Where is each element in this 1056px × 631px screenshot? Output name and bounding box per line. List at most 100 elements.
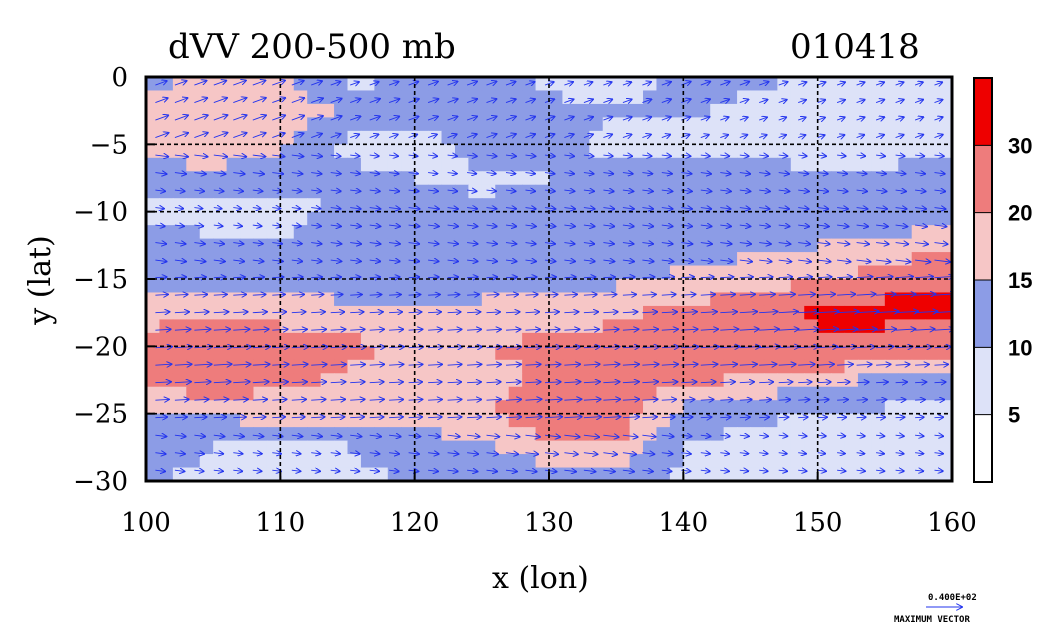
field-cell <box>790 198 805 213</box>
wind-vector <box>252 417 266 418</box>
wind-vector <box>525 453 539 455</box>
field-cell <box>186 305 201 320</box>
wind-vector <box>583 382 600 383</box>
field-cell <box>737 279 752 294</box>
field-cell <box>360 305 375 320</box>
field-cell <box>844 90 859 105</box>
field-cell <box>857 211 872 226</box>
wind-vector <box>525 117 536 121</box>
field-cell <box>831 265 846 280</box>
x-tick-label: 130 <box>524 508 574 538</box>
wind-vector <box>447 134 457 137</box>
wind-vector <box>427 82 438 86</box>
field-cell <box>763 238 778 253</box>
field-cell <box>790 144 805 159</box>
field-cell <box>669 319 684 334</box>
field-cell <box>280 225 295 240</box>
field-cell <box>414 332 429 347</box>
wind-vector <box>915 453 923 454</box>
wind-vector <box>603 134 612 137</box>
field-cell <box>468 440 483 455</box>
field-cell <box>602 427 617 442</box>
wind-vector <box>856 435 865 436</box>
field-cell <box>172 238 187 253</box>
wind-vector <box>155 364 171 365</box>
wind-vector <box>350 134 359 137</box>
wind-vector <box>447 347 463 348</box>
wind-vector <box>544 417 562 418</box>
wind-vector <box>817 82 826 85</box>
field-cell <box>871 157 886 172</box>
wind-vector <box>505 312 520 313</box>
wind-vector <box>817 277 832 278</box>
field-cell <box>481 373 496 388</box>
field-cell <box>374 386 389 401</box>
wind-vector <box>428 364 442 365</box>
field-cell <box>374 184 389 199</box>
wind-vector <box>486 294 499 295</box>
field-cell <box>898 184 913 199</box>
wind-vector <box>408 382 423 383</box>
wind-vector <box>642 347 658 348</box>
field-cell <box>643 386 658 401</box>
field-cell <box>186 279 201 294</box>
field-cell <box>696 238 711 253</box>
wind-vector <box>934 100 943 103</box>
field-cell <box>629 130 644 145</box>
wind-vector <box>447 329 462 330</box>
field-cell <box>898 359 913 374</box>
wind-vector <box>252 453 262 454</box>
field-cell <box>401 319 416 334</box>
field-cell <box>696 359 711 374</box>
wind-vector <box>817 155 826 156</box>
wind-vector <box>856 100 865 103</box>
wind-vector <box>155 208 164 209</box>
wind-vector <box>155 260 166 261</box>
wind-vector <box>583 277 595 278</box>
wind-vector <box>233 208 241 209</box>
wind-vector <box>778 364 796 365</box>
field-cell <box>790 386 805 401</box>
wind-vector <box>856 470 865 471</box>
wind-vector <box>564 453 577 455</box>
wind-vector <box>447 208 458 209</box>
field-cell <box>159 373 174 388</box>
wind-vector <box>467 312 480 313</box>
field-cell <box>884 90 899 105</box>
field-cell <box>213 117 228 132</box>
field-cell <box>468 103 483 118</box>
wind-vector <box>505 117 516 121</box>
field-cell <box>656 292 671 307</box>
field-cell <box>280 413 295 428</box>
field-cell <box>266 319 281 334</box>
wind-vector <box>856 82 865 85</box>
wind-vector <box>622 435 638 437</box>
field-cell <box>696 211 711 226</box>
wind-vector <box>174 294 188 295</box>
field-cell <box>562 346 577 361</box>
field-cell <box>737 346 752 361</box>
field-cell <box>750 90 765 105</box>
wind-vector <box>759 470 767 471</box>
wind-vector <box>778 435 788 436</box>
wind-vector <box>330 417 345 418</box>
field-cell <box>428 198 443 213</box>
field-cell <box>669 427 684 442</box>
field-cell <box>240 386 255 401</box>
field-cell <box>817 413 832 428</box>
wind-vector <box>895 155 905 156</box>
field-cell <box>226 252 241 267</box>
field-cell <box>213 130 228 145</box>
wind-vector <box>934 400 945 401</box>
wind-vector <box>661 155 671 156</box>
field-cell <box>334 332 349 347</box>
wind-vector <box>505 382 521 383</box>
field-cell <box>454 440 469 455</box>
wind-vector <box>447 260 459 261</box>
wind-vector <box>174 382 191 383</box>
field-cell <box>293 211 308 226</box>
wind-vector <box>233 115 246 121</box>
field-cell <box>387 400 402 415</box>
field-cell <box>817 359 832 374</box>
wind-vector <box>467 399 481 400</box>
